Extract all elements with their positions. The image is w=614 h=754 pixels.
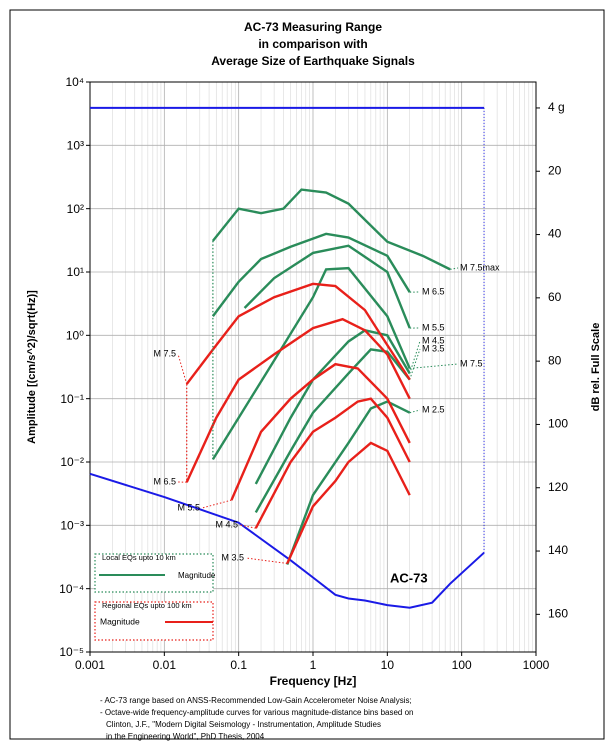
- y2-tick-label: 20: [548, 163, 562, 177]
- series-label: M 5.5: [422, 322, 445, 332]
- noise-label: AC-73: [390, 570, 428, 585]
- footnote: Clinton, J.F., "Modern Digital Seismolog…: [106, 720, 381, 729]
- y2-axis-label: dB rel. Full Scale: [590, 323, 602, 412]
- x-tick-label: 10: [381, 658, 395, 672]
- y2-tick-label: 4 g: [548, 100, 565, 114]
- series-label: M 2.5: [422, 404, 445, 414]
- legend-title: Regional EQs upto 100 km: [102, 601, 192, 610]
- y-tick-label: 10⁻¹: [60, 392, 84, 406]
- chart-title: Average Size of Earthquake Signals: [211, 54, 415, 68]
- y2-tick-label: 80: [548, 353, 562, 367]
- y-tick-label: 10⁻⁴: [59, 582, 84, 596]
- y2-tick-label: 40: [548, 227, 562, 241]
- x-tick-label: 100: [452, 658, 472, 672]
- y2-tick-label: 160: [548, 607, 568, 621]
- y-tick-label: 10⁴: [65, 75, 84, 89]
- x-tick-label: 0.1: [230, 658, 247, 672]
- x-tick-label: 0.01: [153, 658, 177, 672]
- series-label: M 3.5: [422, 343, 445, 353]
- legend-label: Magnitude: [100, 616, 140, 626]
- y-axis-label: Amplitude [(cm/s^2)/sqrt(Hz)]: [26, 290, 38, 444]
- x-axis-label: Frequency [Hz]: [270, 674, 357, 688]
- footnote: in the Engineering World", PhD Thesis, 2…: [106, 732, 265, 741]
- series-label: M 7.5: [460, 358, 483, 368]
- y-tick-label: 10²: [67, 202, 84, 216]
- footnote: - Octave-wide frequency-amplitude curves…: [100, 708, 414, 717]
- y-tick-label: 10⁻⁵: [59, 645, 84, 659]
- series-label: M 7.5max: [460, 262, 500, 272]
- footnote: - AC-73 range based on ANSS-Recommended …: [100, 696, 412, 705]
- legend-label: Magnitude: [178, 571, 216, 580]
- series-label: M 5.5: [177, 502, 200, 512]
- y2-tick-label: 140: [548, 543, 568, 557]
- y-tick-label: 10⁰: [66, 329, 84, 343]
- series-label: M 3.5: [221, 552, 244, 562]
- x-tick-label: 1: [310, 658, 317, 672]
- series-label: M 7.5: [153, 348, 176, 358]
- x-tick-label: 1000: [523, 658, 550, 672]
- series-label: M 4.5: [215, 519, 238, 529]
- y2-tick-label: 60: [548, 290, 562, 304]
- y-tick-label: 10⁻³: [60, 519, 84, 533]
- y-tick-label: 10¹: [67, 265, 84, 279]
- series-label: M 6.5: [422, 286, 445, 296]
- y-tick-label: 10⁻²: [60, 455, 84, 469]
- y-tick-label: 10³: [67, 139, 84, 153]
- legend-title: Local EQs upto 10 km: [102, 553, 176, 562]
- series-label: M 6.5: [153, 476, 176, 486]
- y2-tick-label: 120: [548, 480, 568, 494]
- chart-title: in comparison with: [258, 37, 367, 51]
- x-tick-label: 0.001: [75, 658, 105, 672]
- y2-tick-label: 100: [548, 417, 568, 431]
- chart-title: AC-73 Measuring Range: [244, 20, 382, 34]
